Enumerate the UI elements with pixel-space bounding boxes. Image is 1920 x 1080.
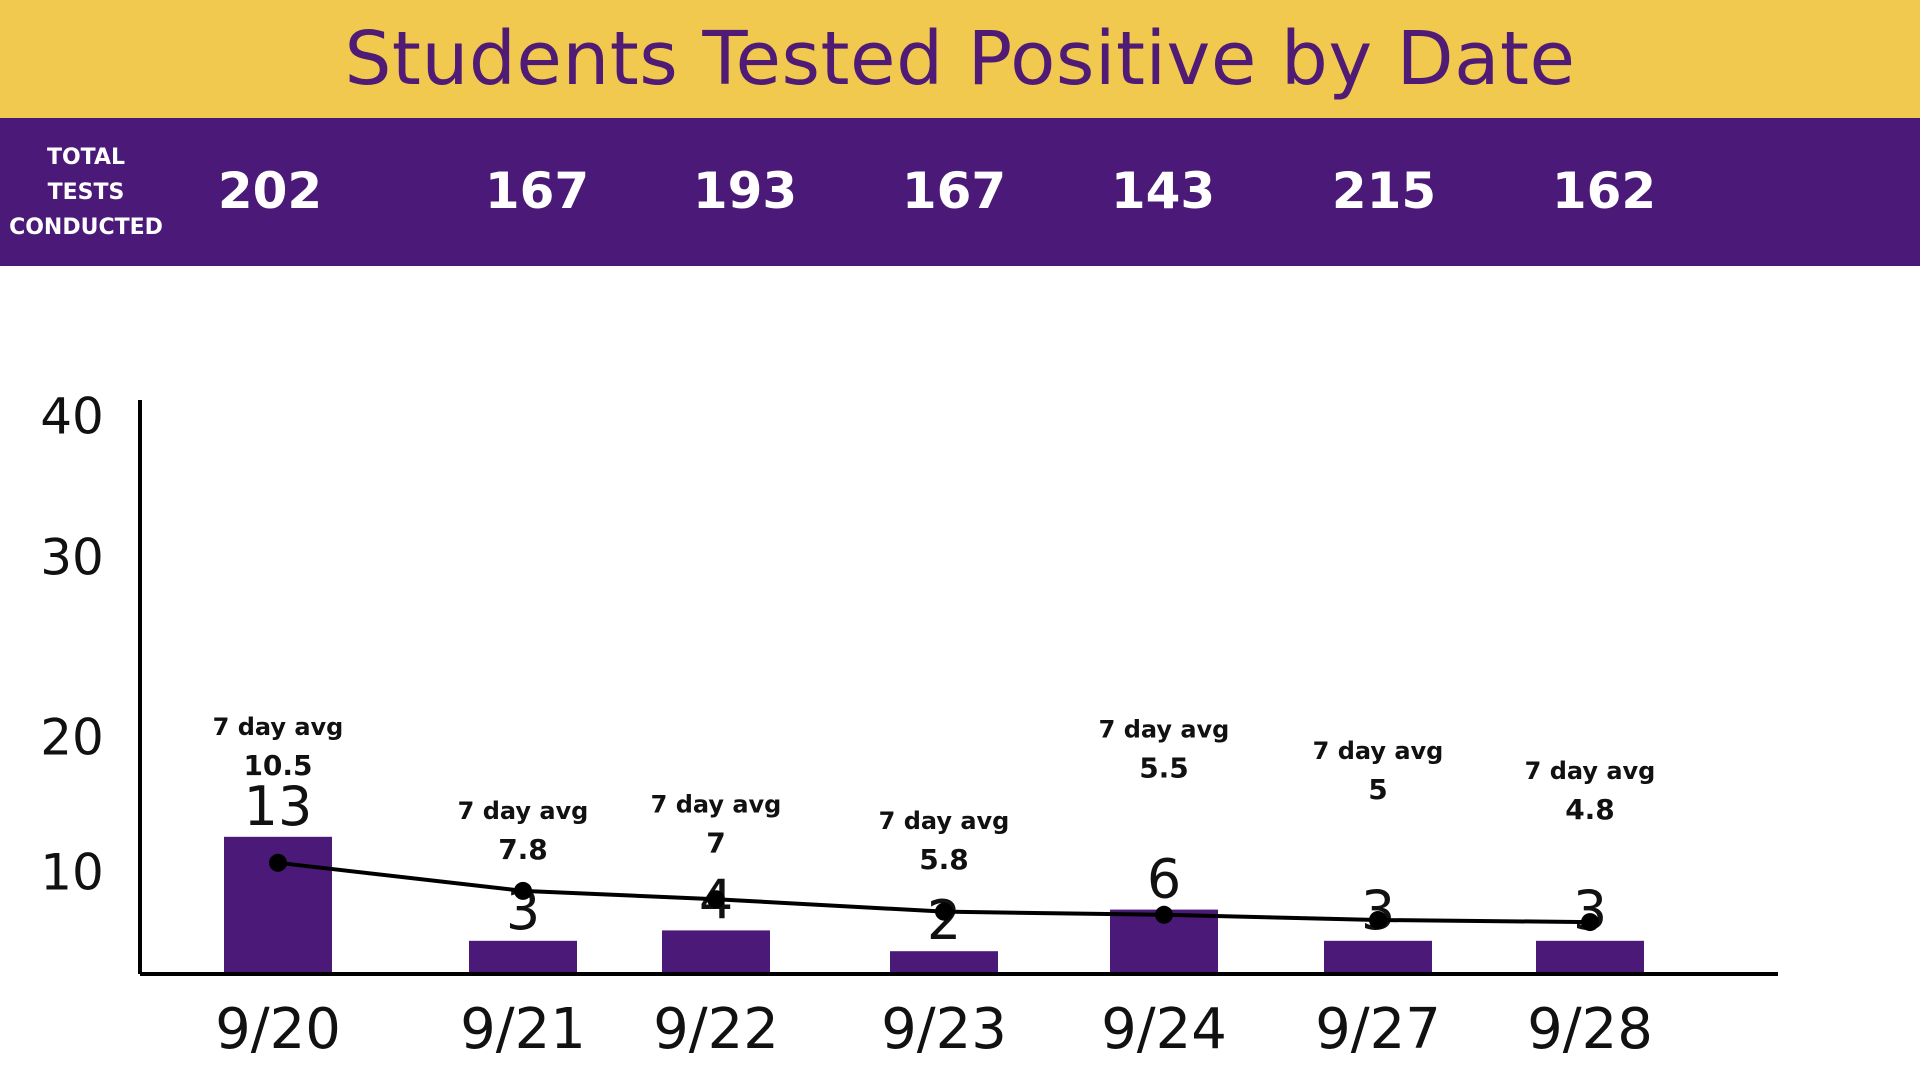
bar-value-label: 13 [244, 775, 313, 838]
total-tests-label: TOTAL TESTS CONDUCTED [0, 140, 172, 245]
avg-value-label: 7.8 [498, 833, 548, 866]
y-tick-label: 20 [40, 709, 104, 767]
avg-value-label: 7 [706, 826, 725, 859]
x-tick-label: 9/24 [1101, 997, 1227, 1062]
avg-value-label: 4.8 [1565, 793, 1615, 826]
total-tests-value: 202 [217, 162, 323, 220]
x-tick-label: 9/27 [1315, 997, 1441, 1062]
bar [890, 951, 998, 972]
y-tick-label: 30 [40, 529, 104, 587]
x-tick-label: 9/22 [653, 997, 779, 1062]
chart-title: Students Tested Positive by Date [344, 16, 1576, 102]
avg-value-label: 5.5 [1139, 752, 1189, 785]
avg-value-label: 10.5 [243, 749, 312, 782]
bar-value-label: 3 [1573, 879, 1607, 942]
bar [1536, 940, 1644, 972]
bar [1324, 940, 1432, 972]
avg-value-label: 5.8 [919, 843, 969, 876]
avg-point [1155, 905, 1173, 924]
title-banner: Students Tested Positive by Date [0, 0, 1920, 118]
avg-point [1581, 913, 1599, 932]
avg-caption: 7 day avg [1099, 716, 1230, 744]
avg-caption: 7 day avg [879, 807, 1010, 835]
total-tests-value: 167 [484, 162, 590, 220]
avg-point [1369, 911, 1387, 929]
total-tests-value: 167 [901, 162, 1007, 220]
avg-point [269, 853, 287, 872]
total-tests-value: 193 [692, 162, 798, 220]
x-tick-label: 9/28 [1527, 997, 1653, 1062]
avg-value-label: 5 [1368, 773, 1387, 806]
total-tests-label-line: TESTS [47, 180, 125, 205]
avg-point [935, 902, 953, 921]
x-tick-label: 9/21 [460, 997, 586, 1062]
x-tick-label: 9/20 [215, 997, 341, 1062]
bar-value-label: 6 [1147, 848, 1181, 911]
avg-point [514, 881, 532, 900]
avg-caption: 7 day avg [458, 797, 589, 825]
avg-caption: 7 day avg [1525, 757, 1656, 785]
y-tick-label: 40 [40, 388, 104, 446]
total-tests-value: 215 [1331, 162, 1437, 220]
total-tests-label-line: TOTAL [46, 145, 126, 170]
bar-value-label: 3 [1361, 879, 1395, 942]
y-tick-label: 10 [40, 844, 104, 902]
total-tests-bar: TOTAL TESTS CONDUCTED 202 167 193 167 143 215… [0, 118, 1920, 266]
avg-caption: 7 day avg [651, 790, 782, 818]
x-tick-label: 9/23 [881, 997, 1007, 1062]
total-tests-label-line: CONDUCTED [9, 215, 163, 240]
total-tests-value: 162 [1551, 162, 1657, 220]
avg-point [707, 890, 725, 909]
avg-caption: 7 day avg [213, 713, 344, 741]
total-tests-value: 143 [1110, 162, 1216, 220]
bar [662, 930, 770, 972]
bar-value-label: 2 [927, 889, 961, 952]
avg-caption: 7 day avg [1313, 737, 1444, 765]
bar [469, 940, 577, 972]
